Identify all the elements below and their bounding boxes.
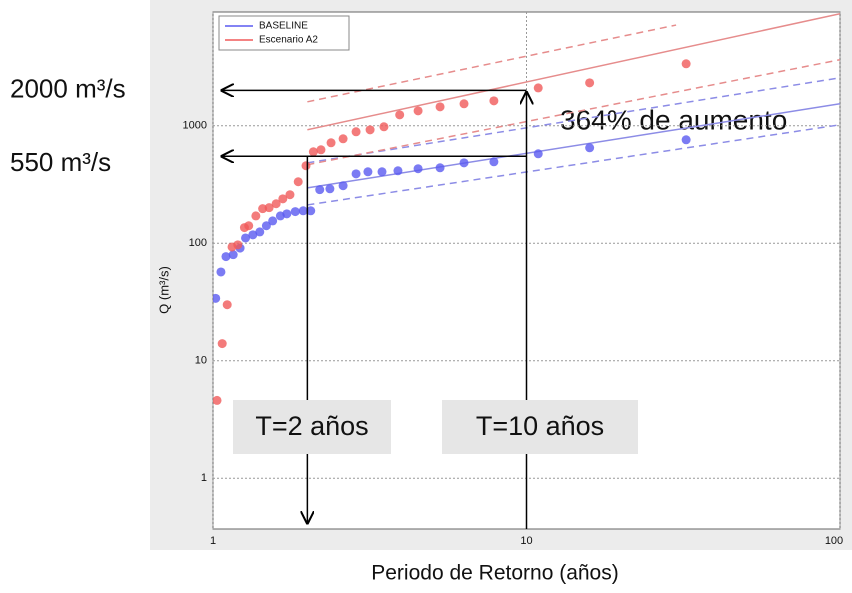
y-tick-label: 1000 — [183, 120, 207, 132]
fit-line — [307, 58, 840, 166]
data-point — [351, 169, 361, 179]
data-point — [290, 207, 300, 217]
data-point — [585, 78, 595, 88]
data-point — [293, 177, 303, 187]
data-point — [213, 395, 222, 405]
data-point — [393, 166, 403, 176]
data-point — [363, 167, 373, 177]
data-point — [489, 157, 499, 167]
data-point — [233, 240, 243, 250]
data-point — [533, 149, 543, 159]
data-point — [338, 181, 348, 191]
data-point — [298, 206, 308, 216]
data-point — [271, 199, 281, 209]
x-axis-label: Periodo de Retorno (años) — [371, 562, 618, 585]
y-tick-label: 100 — [189, 237, 207, 249]
data-point — [533, 83, 543, 93]
data-point — [248, 230, 258, 240]
data-point — [413, 164, 423, 174]
legend-box — [218, 15, 350, 51]
data-point — [326, 138, 336, 148]
data-point — [338, 134, 348, 144]
x-tick-label: 100 — [825, 535, 843, 547]
data-point — [216, 267, 226, 277]
data-point — [435, 163, 445, 173]
reference-label: T=10 años — [476, 411, 604, 441]
data-point — [251, 211, 261, 221]
data-point — [316, 145, 326, 155]
label-box — [233, 400, 391, 454]
data-point — [435, 102, 445, 112]
data-point — [459, 158, 469, 168]
data-point — [681, 59, 691, 69]
y-tick-label: 1 — [201, 472, 207, 484]
data-point — [395, 110, 405, 120]
data-point — [377, 167, 387, 177]
data-point — [282, 209, 292, 219]
data-point — [255, 227, 265, 237]
legend-label: Escenario A2 — [259, 35, 318, 46]
data-point — [285, 190, 295, 200]
data-point — [301, 161, 311, 171]
data-point — [306, 206, 316, 216]
data-point — [325, 184, 335, 194]
reference-label: 550 m³/s — [10, 147, 111, 177]
data-point — [228, 250, 238, 260]
data-point — [244, 221, 254, 231]
reference-label: T=2 años — [255, 411, 368, 441]
label-box — [442, 400, 638, 454]
data-point — [459, 99, 469, 109]
data-point — [585, 143, 595, 153]
data-point — [351, 127, 361, 137]
data-point — [308, 147, 318, 157]
data-point — [681, 135, 691, 145]
data-point — [241, 233, 251, 243]
y-axis-label: Q (m³/s) — [156, 266, 171, 314]
reference-label: 2000 m³/s — [10, 73, 126, 103]
data-point — [222, 300, 232, 310]
fit-line — [307, 24, 677, 103]
fit-line — [307, 77, 840, 164]
x-tick-label: 10 — [520, 535, 532, 547]
data-point — [264, 203, 274, 213]
fit-line — [307, 124, 840, 206]
data-point — [278, 194, 288, 204]
data-point — [261, 221, 271, 231]
legend-label: BASELINE — [259, 21, 308, 32]
data-point — [213, 293, 221, 303]
data-point — [413, 106, 423, 116]
data-point — [217, 339, 227, 349]
data-point — [221, 252, 231, 262]
x-tick-label: 1 — [210, 535, 216, 547]
data-point — [379, 122, 389, 132]
data-point — [489, 96, 499, 106]
fit-line — [307, 12, 840, 131]
data-point — [268, 216, 278, 226]
data-point — [365, 125, 375, 135]
data-point — [315, 185, 325, 195]
plot-content — [213, 12, 840, 405]
y-tick-label: 10 — [195, 355, 207, 367]
